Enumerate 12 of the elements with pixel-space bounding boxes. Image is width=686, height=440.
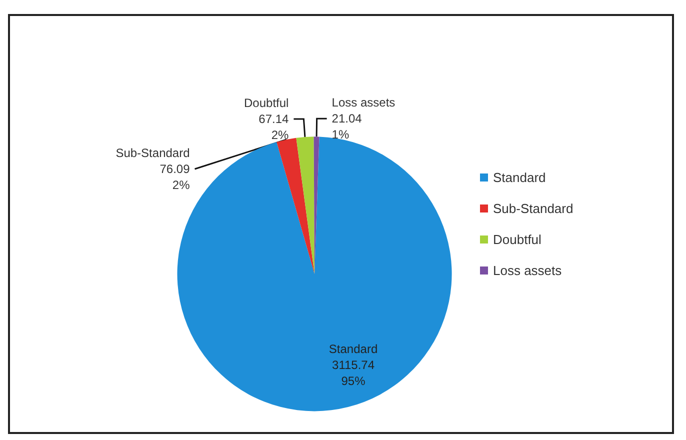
data-label: 76.09 2% xyxy=(160,162,190,192)
legend-label: Loss assets xyxy=(493,263,562,278)
data-label: 67.14 2% xyxy=(258,112,290,142)
slice-label: Sub-Standard xyxy=(116,146,190,160)
legend-label: Standard xyxy=(493,170,546,185)
slice-label: Doubtful xyxy=(244,96,289,110)
slice-label: Standard xyxy=(328,342,378,356)
data-label: 21.04 1% xyxy=(332,112,362,142)
slice-label: Loss assets xyxy=(332,96,396,110)
legend-label: Sub-Standard xyxy=(493,201,574,216)
data-label: 3115.74 95% xyxy=(332,358,375,388)
legend-label: Doubtful xyxy=(493,232,542,247)
